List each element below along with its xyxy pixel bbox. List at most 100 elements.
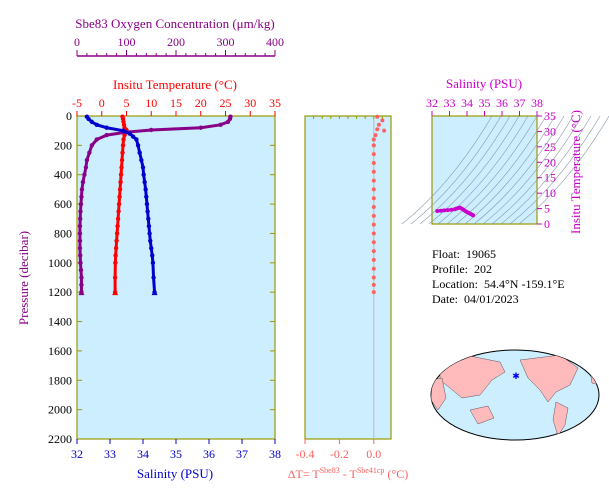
oxygen-end-marker: [78, 289, 85, 296]
oxygen-point: [78, 253, 83, 258]
oxygen-point: [94, 137, 100, 142]
density-contour: [455, 115, 547, 225]
delta-t-point: [371, 178, 376, 183]
density-contour: [446, 115, 538, 225]
ts-salinity-tick-label: 34: [461, 96, 473, 110]
salinity-point: [121, 128, 126, 133]
density-contour: [464, 115, 556, 225]
main-plot-area: [76, 115, 276, 440]
pressure-tick-label: 0: [66, 109, 72, 123]
salinity-point: [145, 209, 150, 214]
temperature-tick-label: 35: [269, 96, 281, 110]
density-contour: [482, 115, 574, 225]
ts-salinity-tick-label: 38: [531, 96, 543, 110]
temperature-tick-label: 10: [145, 96, 157, 110]
delta-t-point: [380, 118, 385, 123]
float-location-marker: ✱: [512, 371, 520, 381]
delta-t-point: [371, 205, 376, 210]
salinity-point: [144, 194, 149, 199]
delta-t-point: [375, 114, 380, 119]
density-contour: [401, 115, 493, 225]
temperature-point: [118, 172, 124, 177]
salinity-point: [135, 143, 141, 148]
temperature-point: [113, 245, 119, 251]
temperature-point: [121, 137, 126, 142]
oxygen-point: [78, 201, 84, 207]
delta-t-point: [371, 143, 376, 148]
map-australia: [469, 405, 495, 425]
salinity-point: [134, 137, 139, 142]
ts-temperature-tick-label: 30: [544, 124, 556, 138]
delta-t-point: [375, 127, 380, 132]
ts-point: [435, 209, 440, 214]
oxygen-point: [198, 125, 203, 130]
salinity-point: [146, 216, 151, 221]
oxygen-point: [77, 231, 83, 236]
oxygen-point: [104, 132, 109, 138]
delta-t-point: [371, 160, 376, 165]
delta-t-point: [371, 152, 376, 157]
oxygen-tick-label: 300: [217, 35, 235, 49]
oxygen-tick-label: 0: [74, 35, 80, 49]
salinity-point: [94, 122, 100, 128]
temperature-point: [119, 165, 124, 170]
ts-series: [435, 205, 476, 218]
salinity-point: [151, 275, 156, 280]
temperature-point: [120, 150, 125, 155]
density-contour: [410, 115, 502, 225]
ts-temperature-tick-label: 20: [544, 155, 556, 169]
oxygen-point: [84, 157, 90, 163]
salinity-point: [137, 150, 142, 155]
salinity-point: [139, 157, 144, 163]
salinity-point: [89, 119, 95, 125]
density-contour: [419, 115, 511, 225]
delta-t-point: [376, 122, 381, 127]
map-north-america: [519, 354, 579, 403]
temperature-tick-label: 15: [170, 96, 182, 110]
ts-point: [442, 208, 447, 213]
temperature-tick-label: 0: [99, 96, 105, 110]
pressure-axis: 0 200 400 600 800 1000 1200 1400 1600 1800 2000 220…: [48, 109, 275, 446]
pressure-tick-label: 2200: [48, 432, 72, 446]
density-contour: [491, 115, 583, 225]
temperature-point: [112, 275, 118, 280]
temperature-point: [114, 238, 119, 243]
ts-point: [445, 208, 450, 213]
salinity-point: [150, 253, 155, 258]
temperature-tick-label: 5: [124, 96, 130, 110]
temperature-point: [118, 179, 123, 185]
oxygen-point: [80, 179, 86, 185]
oxygen-point: [83, 165, 89, 170]
pressure-tick-label: 200: [54, 138, 72, 152]
oxygen-point: [149, 127, 154, 133]
ts-salinity-tick-label: 36: [496, 96, 508, 110]
oxygen-point: [79, 275, 84, 280]
salinity-axis: 32 33 34 35 36 37 38: [71, 439, 281, 461]
pressure-tick-label: 1800: [48, 373, 72, 387]
ts-temperature-axis-label: Insitu Temperature (°C): [568, 110, 583, 234]
salinity-point: [130, 134, 136, 139]
float-info: Float: 19065: [432, 247, 496, 261]
pressure-tick-label: 600: [54, 197, 72, 211]
salinity-tick-label: 36: [203, 447, 215, 461]
pressure-tick-label: 1600: [48, 344, 72, 358]
ts-temperature-tick-label: 0: [544, 217, 550, 231]
pressure-tick-label: 2000: [48, 403, 72, 417]
salinity-point: [147, 231, 152, 236]
temperature-point: [117, 194, 122, 199]
ts-salinity-tick-label: 35: [479, 96, 491, 110]
temperature-point: [117, 187, 123, 192]
salinity-point: [141, 172, 146, 177]
delta-t-axis: -0.4 -0.2 0.0: [296, 116, 392, 461]
delta-t-point: [371, 249, 376, 254]
delta-t-point: [371, 231, 376, 236]
salinity-tick-label: 32: [71, 447, 83, 461]
delta-t-point: [371, 275, 376, 280]
temperature-axis: -5 0 5 10 15 20 25 30 35: [72, 96, 281, 116]
salinity-profile-line: [85, 115, 157, 293]
oxygen-tick-label: 200: [167, 35, 185, 49]
temperature-point: [113, 260, 118, 266]
temperature-tick-label: 20: [195, 96, 207, 110]
oxygen-point: [78, 267, 84, 273]
delta-t-point: [371, 213, 376, 218]
